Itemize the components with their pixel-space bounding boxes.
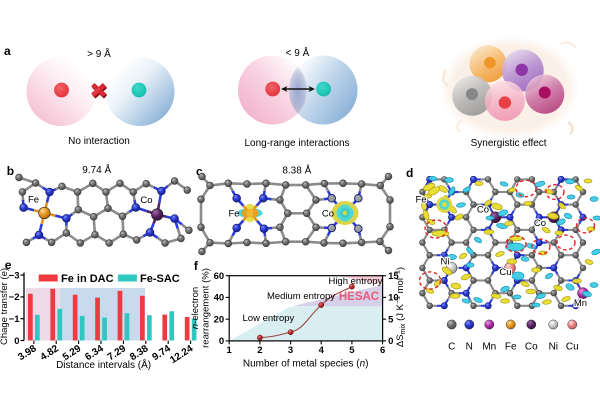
svg-text:Ni: Ni [441,257,450,268]
svg-text:3: 3 [288,345,293,356]
svg-text:> 9 Å: > 9 Å [87,47,111,60]
svg-text:8.38 Å: 8.38 Å [282,164,311,177]
svg-text:−1: −1 [9,314,21,325]
svg-text:N: N [466,342,473,353]
svg-text:Co: Co [322,209,334,220]
svg-text:1: 1 [227,345,233,356]
svg-text:Mn: Mn [574,298,587,309]
svg-text:Low entropy: Low entropy [243,313,295,324]
svg-text:Chage transfer (e): Chage transfer (e) [0,268,10,345]
svg-text:Co: Co [140,195,152,206]
svg-text:d: d [406,166,413,180]
svg-text:6: 6 [380,345,385,356]
svg-text:15: 15 [388,271,399,282]
svg-text:Ni: Ni [549,342,558,353]
svg-text:High entropy: High entropy [328,276,382,287]
svg-text:Cu: Cu [566,342,579,353]
svg-text:0: 0 [219,336,224,347]
svg-text:0: 0 [388,336,393,347]
svg-text:60: 60 [214,271,225,282]
svg-text:Medium entropy: Medium entropy [267,291,335,302]
svg-text:b: b [7,164,14,178]
svg-text:rearrangement (%): rearrangement (%) [201,268,212,348]
svg-text:40: 40 [214,293,225,304]
svg-text:20: 20 [214,314,225,325]
svg-text:Fe-SAC: Fe-SAC [140,273,180,285]
svg-text:ΔSmix (J K−1 mol−1): ΔSmix (J K−1 mol−1) [395,267,408,347]
svg-text:n-electron: n-electron [190,287,201,329]
svg-text:0: 0 [14,336,19,347]
svg-text:f: f [194,259,199,273]
svg-text:C: C [448,342,455,353]
svg-text:< 9 Å: < 9 Å [286,46,310,59]
svg-text:c: c [196,165,203,179]
svg-text:−3: −3 [9,270,20,281]
svg-text:e: e [5,258,12,272]
svg-text:2: 2 [257,345,262,356]
svg-text:10: 10 [388,293,399,304]
svg-text:Co: Co [525,342,538,353]
svg-text:4: 4 [319,345,325,356]
svg-text:5: 5 [349,345,355,356]
svg-text:Fe: Fe [505,342,517,353]
svg-text:Fe in DAC: Fe in DAC [61,273,114,285]
svg-text:Synergistic effect: Synergistic effect [471,138,547,149]
svg-text:Long-range interactions: Long-range interactions [244,138,349,149]
svg-text:−2: −2 [9,292,20,303]
svg-text:9.74 Å: 9.74 Å [82,163,111,176]
svg-text:a: a [4,44,11,58]
svg-text:Fe: Fe [415,195,426,206]
svg-text:HESAC: HESAC [339,291,379,303]
svg-text:Mn: Mn [482,342,496,353]
svg-text:Co: Co [534,218,546,229]
svg-text:Number of metal species (n): Number of metal species (n) [243,359,369,370]
svg-text:Fe: Fe [228,209,239,220]
svg-text:No interaction: No interaction [68,136,130,147]
svg-text:Co: Co [477,205,489,216]
svg-text:Cu: Cu [499,267,511,278]
svg-text:5: 5 [388,314,394,325]
svg-text:Fe: Fe [28,195,39,206]
svg-text:Distance intervals (Å): Distance intervals (Å) [56,358,151,371]
